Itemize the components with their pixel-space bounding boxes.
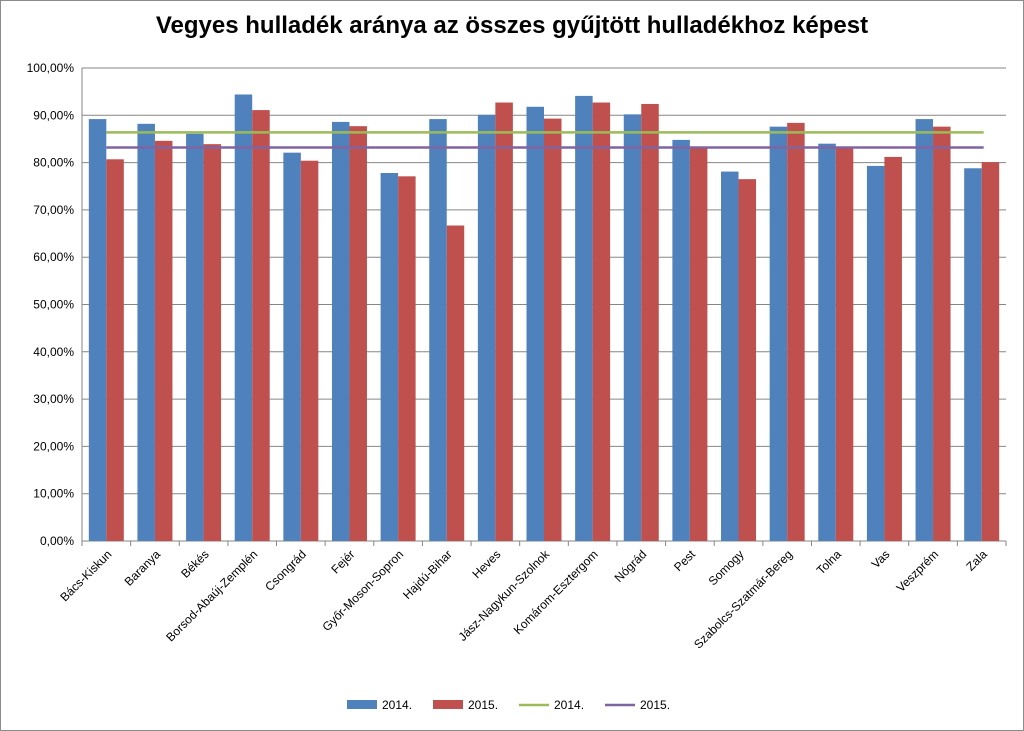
bar-2015-11 <box>641 103 659 541</box>
x-tick-label: Vas <box>869 547 893 571</box>
x-tick-label: Fejér <box>328 547 357 576</box>
bar-2014-1 <box>137 123 155 542</box>
x-tick-label: Hajdú-Bihar <box>400 547 455 602</box>
legend-swatch <box>347 700 377 709</box>
bar-2015-0 <box>106 159 124 541</box>
bar-2014-11 <box>623 114 642 541</box>
legend-label: 2015. <box>468 698 498 712</box>
bar-2015-2 <box>203 144 222 541</box>
bar-2014-5 <box>331 121 350 541</box>
bar-2014-4 <box>283 152 301 542</box>
bar-2014-12 <box>672 139 690 541</box>
y-tick-label: 90,00% <box>33 108 74 122</box>
bar-2015-1 <box>154 140 173 542</box>
legend-label: 2014. <box>554 698 584 712</box>
y-tick-label: 40,00% <box>33 345 74 359</box>
bar-2015-16 <box>884 156 902 541</box>
x-tick-label: Zala <box>963 547 990 574</box>
bar-2014-2 <box>186 133 204 541</box>
y-tick-label: 100,00% <box>27 61 75 75</box>
x-tick-label: Veszprém <box>894 547 942 595</box>
legend-label: 2015. <box>640 698 670 712</box>
bar-2015-7 <box>446 225 465 541</box>
x-tick-label: Borsod-Abaúj-Zemplén <box>163 547 260 644</box>
bar-2014-16 <box>866 165 885 541</box>
bar-2015-5 <box>349 126 367 541</box>
x-tick-label: Csongrád <box>262 547 309 594</box>
y-tick-label: 10,00% <box>33 487 74 501</box>
bar-2014-10 <box>575 95 593 542</box>
bar-2015-12 <box>689 147 708 541</box>
y-tick-label: 60,00% <box>33 250 74 264</box>
x-tick-label: Komárom-Esztergom <box>511 547 601 637</box>
bar-2014-0 <box>88 119 107 542</box>
x-tick-label: Heves <box>470 547 504 581</box>
y-tick-label: 20,00% <box>33 439 74 453</box>
bar-2015-9 <box>544 118 562 542</box>
x-tick-label: Somogy <box>706 547 747 588</box>
x-tick-label: Szabolcs-Szatmár-Bereg <box>691 547 795 651</box>
x-tick-label: Győr-Moson-Sopron <box>319 547 406 634</box>
legend-label: 2014. <box>382 698 412 712</box>
legend-swatch <box>433 700 463 709</box>
x-tick-label: Pest <box>671 547 698 574</box>
x-tick-label: Baranya <box>122 547 164 589</box>
bar-2014-13 <box>721 171 739 541</box>
bar-2015-3 <box>252 110 270 542</box>
y-tick-label: 0,00% <box>40 534 74 548</box>
bar-2014-3 <box>234 94 253 541</box>
bar-2015-14 <box>787 122 805 542</box>
y-tick-label: 30,00% <box>33 392 74 406</box>
x-tick-label: Bács-Kiskun <box>57 547 114 604</box>
bar-2014-9 <box>526 106 544 541</box>
bar-2014-8 <box>477 114 496 542</box>
bar-2015-8 <box>495 102 513 542</box>
y-tick-label: 80,00% <box>33 156 74 170</box>
x-tick-label: Nógrád <box>612 547 650 585</box>
chart-title: Vegyes hulladék aránya az összes gyűjtöt… <box>155 12 869 39</box>
bar-2015-10 <box>592 102 611 542</box>
bar-2015-17 <box>933 126 951 541</box>
x-tick-label: Jász-Nagykun-Szolnok <box>455 547 552 644</box>
bar-2014-6 <box>380 173 399 542</box>
bar-2014-17 <box>915 119 934 542</box>
bar-2015-13 <box>738 179 757 541</box>
y-tick-label: 50,00% <box>33 298 74 312</box>
x-tick-label: Tolna <box>814 547 844 577</box>
bar-2015-15 <box>835 146 854 541</box>
x-tick-label: Békés <box>178 547 211 580</box>
bar-2015-6 <box>398 176 416 541</box>
bar-2014-18 <box>964 168 982 541</box>
bar-2014-14 <box>769 126 788 541</box>
y-tick-label: 70,00% <box>33 203 74 217</box>
bar-2015-4 <box>300 160 319 541</box>
bar-2014-7 <box>429 119 447 542</box>
bar-2014-15 <box>818 143 836 541</box>
bar-2015-18 <box>981 162 1000 541</box>
